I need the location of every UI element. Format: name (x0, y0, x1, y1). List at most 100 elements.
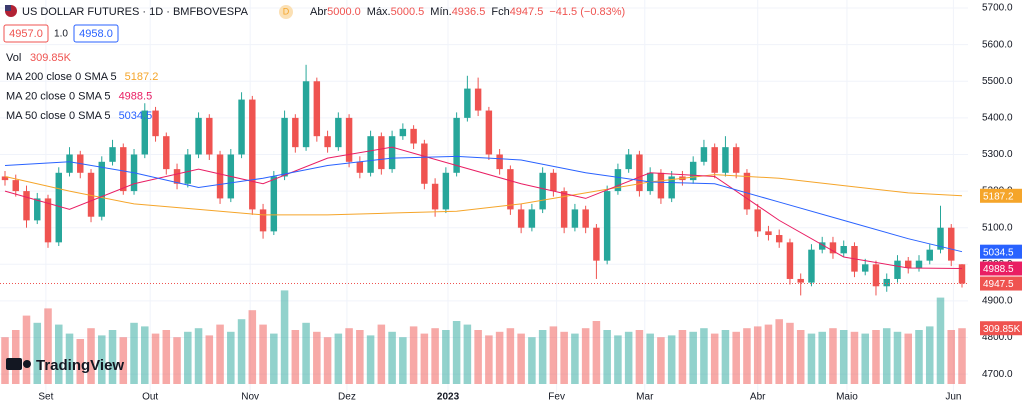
volume-bar (291, 330, 300, 384)
x-tick-label: Mar (636, 392, 654, 403)
volume-bar (560, 331, 568, 384)
ma-line (4, 146, 963, 270)
volume-bar (119, 337, 128, 384)
volume-bar (829, 328, 837, 384)
candle-body (281, 117, 288, 177)
candle-body (582, 209, 589, 228)
volume-bar (764, 324, 773, 384)
volume-bar (592, 321, 601, 384)
candle-body (689, 161, 697, 181)
volume-bar (399, 337, 407, 384)
candle-body (560, 191, 568, 228)
sell-box[interactable] (3, 24, 49, 43)
ma-value-badge (980, 261, 1022, 276)
candle-body (883, 278, 890, 287)
volume-bar (356, 330, 364, 384)
volume-bar (818, 331, 826, 384)
timeframe-badge-text: D (283, 6, 290, 16)
candle-body (517, 209, 525, 228)
x-tick-label: Dez (338, 392, 356, 403)
candle-body (12, 180, 19, 192)
volume-bar (216, 324, 224, 384)
symbol-title[interactable]: US DOLLAR FUTURES · 1D · BMFBOVESPA (22, 6, 249, 18)
volume-bar (1, 337, 9, 384)
candle-body (1, 176, 9, 181)
indicator-legend[interactable]: MA 200 close 0 SMA 5 (6, 71, 117, 83)
volume-bar (151, 333, 160, 384)
candle-body (872, 264, 880, 287)
volume-bar (657, 337, 665, 384)
candle-body (302, 81, 310, 148)
ohlc-value: 4947.5 (510, 6, 544, 18)
candle-body (98, 161, 106, 217)
volume-bar (173, 337, 181, 384)
volume-bar (517, 333, 525, 384)
candle-body (539, 172, 546, 210)
candle-body (335, 117, 342, 148)
candle-body (657, 172, 665, 199)
volume-bar (270, 333, 278, 384)
volume-bar (839, 330, 848, 384)
candle-body (894, 260, 901, 279)
volume-bar (732, 331, 740, 384)
candle-body (453, 117, 460, 173)
volume-bar (280, 290, 289, 384)
volume-bar (571, 333, 579, 384)
volume-bar (958, 328, 966, 384)
volume-bar (614, 335, 622, 384)
logo-icon (23, 360, 31, 368)
candle-body (818, 242, 826, 250)
candle-body (593, 227, 600, 261)
volume-bar (184, 331, 192, 384)
candle-body (743, 172, 751, 210)
volume-bar (624, 331, 633, 384)
volume-bar (345, 328, 353, 384)
candle-body (23, 191, 30, 221)
volume-bar (850, 331, 859, 384)
volume-bar (506, 328, 515, 384)
ohlc-value: 5000.0 (327, 6, 361, 18)
y-tick-label: 5600.0 (982, 39, 1013, 50)
brand-logo[interactable]: TradingView (36, 357, 124, 374)
x-tick-label: Out (142, 392, 158, 403)
candle-body (216, 154, 224, 199)
volume-bar (323, 337, 332, 384)
volume-bar (248, 310, 257, 384)
volume-bar (925, 326, 934, 384)
buy-box[interactable] (73, 24, 119, 43)
indicator-legend[interactable]: MA 50 close 0 SMA 5 (6, 110, 111, 122)
candle-body (485, 110, 493, 155)
candle-body (808, 249, 815, 283)
volume-bar (753, 326, 762, 384)
y-tick-label: 5300.0 (982, 149, 1013, 160)
volume-bar (775, 319, 783, 384)
volume-bar (463, 324, 472, 384)
volume-bar (141, 326, 149, 384)
ohlc-value: 4936.5 (452, 6, 486, 18)
volume-bar (646, 333, 654, 384)
y-tick-label: 5100.0 (982, 222, 1013, 233)
ohlc-label: Máx. (367, 6, 391, 18)
volume-bar (431, 328, 439, 384)
ma-value-badge-text: 5187.2 (983, 191, 1014, 202)
candle-body (388, 136, 396, 170)
y-tick-label: 5700.0 (982, 3, 1013, 14)
logo-icon (6, 358, 22, 370)
candle-body (44, 198, 52, 243)
ma-value-badge-text: 4988.5 (983, 264, 1014, 275)
volume-bar (44, 308, 52, 384)
volume-bar (904, 333, 912, 384)
volume-bar (237, 319, 246, 384)
candle-body (861, 264, 869, 272)
candle-body (614, 169, 622, 192)
volume-legend: Vol (6, 52, 21, 64)
candle-body (206, 117, 213, 155)
candle-body (259, 209, 267, 232)
indicator-legend[interactable]: MA 20 close 0 SMA 5 (6, 90, 111, 102)
bid-price: 4957.0 (9, 28, 43, 40)
timeframe-badge[interactable] (279, 5, 293, 19)
volume-bar (377, 324, 386, 384)
ask-price: 4958.0 (79, 28, 113, 40)
flag-icon (5, 5, 11, 11)
candle-body (711, 147, 718, 173)
